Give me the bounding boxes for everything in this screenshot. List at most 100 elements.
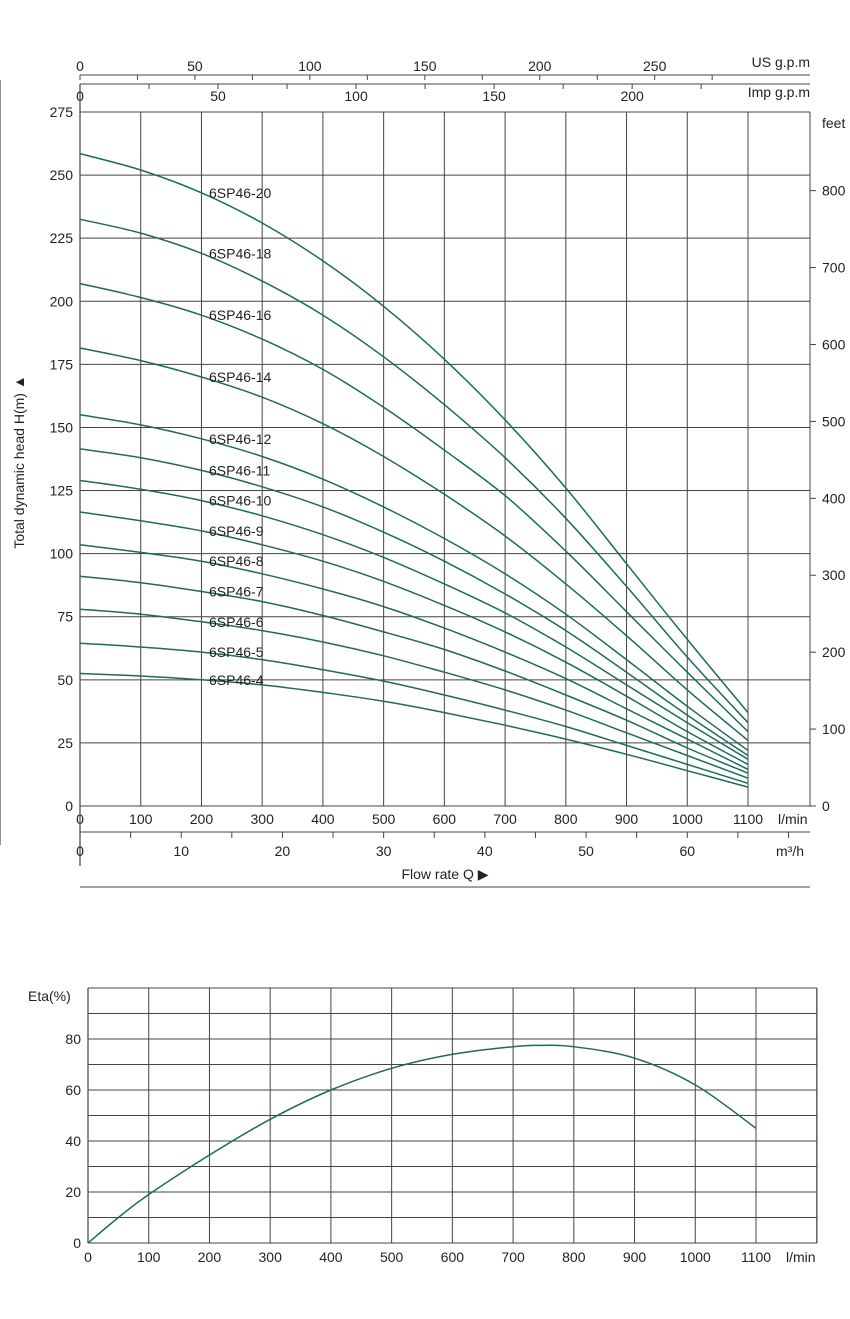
series-label: 6SP46-18 [209,245,271,261]
curve-6SP46-11 [79,448,749,757]
series-label: 6SP46-5 [209,644,264,660]
efficiency-curve [87,1044,757,1244]
feet-tick-label: 700 [822,260,846,276]
right-axis-unit: feet [822,115,845,131]
us-gpm-tick-label: 0 [76,58,84,74]
imp-gpm-tick-label: 50 [210,88,226,104]
eta-x-tick-label: 900 [623,1249,647,1265]
feet-tick-label: 200 [822,644,846,660]
feet-tick-label: 400 [822,490,846,506]
x-tick-label: 300 [251,811,275,827]
x-tick-label: 900 [615,811,639,827]
imp-gpm-tick-label: 100 [344,88,368,104]
x-axis-title: Flow rate Q ▶ [401,866,488,882]
curve-6SP46-14 [79,347,749,741]
us-gpm-tick-label: 100 [298,58,322,74]
y-tick-label: 175 [50,356,74,372]
eta-axis-title: Eta(%) [28,988,71,1004]
m3h-tick-label: 10 [173,843,189,859]
us-gpm-tick-label: 250 [643,58,667,74]
feet-tick-label: 100 [822,721,846,737]
x-tick-label: 1100 [733,811,763,827]
us-gpm-label: US g.p.m [752,54,810,70]
x-tick-label: 200 [190,811,214,827]
imp-gpm-tick-label: 0 [76,88,84,104]
lmin-unit: l/min [778,811,808,827]
feet-tick-label: 500 [822,413,846,429]
curve-6SP46-8 [79,544,749,771]
eta-x-tick-label: 400 [319,1249,343,1265]
series-label: 6SP46-9 [209,523,264,539]
x-tick-label: 400 [311,811,335,827]
m3h-tick-label: 60 [679,843,695,859]
m3h-tick-label: 20 [275,843,291,859]
curve-6SP46-16 [79,282,749,733]
eta-x-tick-label: 1000 [680,1249,711,1265]
feet-tick-label: 300 [822,567,846,583]
series-label: 6SP46-20 [209,185,271,201]
m3h-tick-label: 40 [477,843,493,859]
y-tick-label: 225 [50,230,74,246]
series-label: 6SP46-16 [209,307,271,323]
x-tick-label: 600 [433,811,457,827]
feet-tick-label: 600 [822,336,846,352]
imp-gpm-tick-label: 200 [620,88,644,104]
feet-tick-label: 800 [822,183,846,199]
x-tick-label: 800 [554,811,578,827]
eta-y-tick-label: 80 [65,1031,81,1047]
series-label: 6SP46-6 [209,614,264,630]
eta-x-tick-label: 100 [137,1249,161,1265]
eta-y-tick-label: 60 [65,1082,81,1098]
curve-6SP46-9 [79,511,749,766]
m3h-tick-label: 0 [76,843,84,859]
y-tick-label: 250 [50,167,74,183]
y-tick-label: 75 [57,609,73,625]
y-tick-label: 200 [50,293,74,309]
curve-6SP46-7 [79,575,749,774]
series-label: 6SP46-4 [209,672,264,688]
series-label: 6SP46-14 [209,369,271,385]
y-tick-label: 275 [50,104,74,120]
curve-6SP46-20 [79,152,749,714]
x-tick-label: 1000 [672,811,703,827]
m3h-tick-label: 30 [376,843,392,859]
curve-6SP46-6 [79,608,749,779]
series-label: 6SP46-12 [209,431,271,447]
x-tick-label: 100 [129,811,153,827]
curve-6SP46-18 [79,218,749,724]
y-tick-label: 100 [50,546,74,562]
eta-y-tick-label: 40 [65,1133,81,1149]
eta-y-tick-label: 20 [65,1184,81,1200]
us-gpm-tick-label: 150 [413,58,437,74]
m3h-unit: m³/h [776,843,804,859]
series-label: 6SP46-11 [209,462,270,478]
y-tick-label: 125 [50,483,74,499]
series-label: 6SP46-8 [209,553,264,569]
us-gpm-tick-label: 200 [528,58,552,74]
curve-6SP46-5 [79,642,749,785]
y-tick-label: 25 [57,735,73,751]
eta-x-tick-label: 200 [198,1249,222,1265]
imp-gpm-tick-label: 150 [482,88,506,104]
eta-x-tick-label: 600 [441,1249,465,1265]
feet-tick-label: 0 [822,798,830,814]
curve-6SP46-10 [79,479,749,760]
us-gpm-tick-label: 50 [187,58,203,74]
curve-6SP46-4 [79,672,749,788]
eta-x-tick-label: 0 [84,1249,92,1265]
eta-x-tick-label: 500 [380,1249,404,1265]
x-tick-label: 700 [493,811,517,827]
curve-6SP46-12 [79,414,749,752]
eta-x-tick-label: 300 [259,1249,283,1265]
y-tick-label: 0 [65,798,73,814]
series-label: 6SP46-10 [209,493,271,509]
y-axis-title: Total dynamic head H(m) ▲ [11,375,27,548]
x-tick-label: 500 [372,811,396,827]
y-tick-label: 50 [57,672,73,688]
efficiency-chart: Eta(%) l/min 0 20 40 60 800 100 200 300 400 500 60… [28,987,818,1265]
imp-gpm-label: Imp g.p.m [748,84,810,100]
eta-x-tick-label: 800 [562,1249,586,1265]
eta-x-unit: l/min [786,1249,816,1265]
y-tick-label: 150 [50,419,74,435]
